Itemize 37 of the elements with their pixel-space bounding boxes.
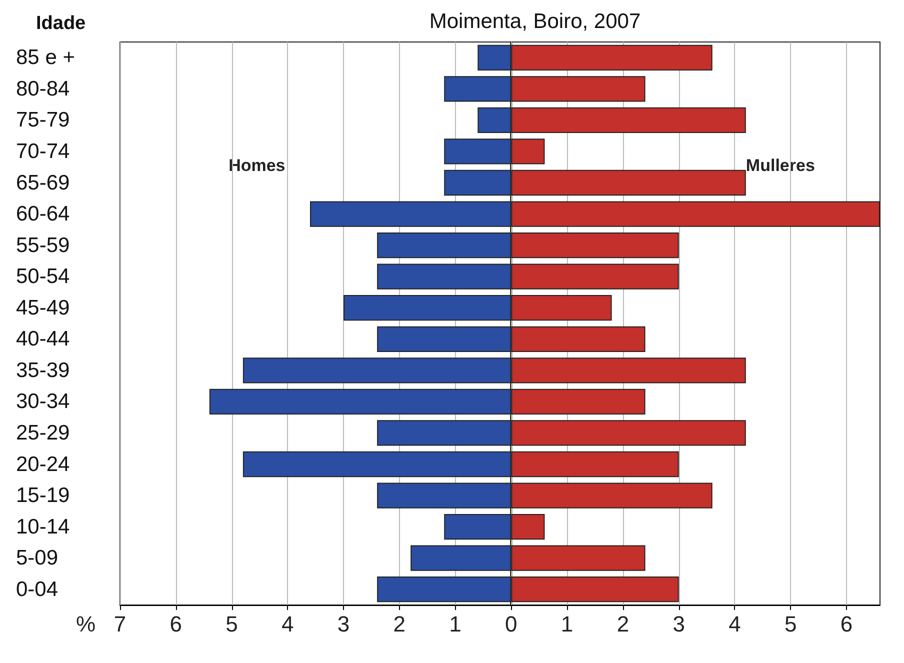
y-tick-label: 20-24 bbox=[16, 452, 70, 476]
x-tick-label: 3 bbox=[337, 612, 350, 636]
x-tick-label: 2 bbox=[393, 612, 406, 636]
x-tick-label: 2 bbox=[616, 612, 630, 636]
y-tick-label: 10-14 bbox=[16, 515, 70, 538]
x-tick-label: 5 bbox=[784, 612, 797, 636]
y-tick-label: 40-44 bbox=[16, 328, 70, 351]
y-tick-label: 60-64 bbox=[16, 202, 70, 226]
x-axis-title: % bbox=[76, 612, 96, 636]
y-axis-title: Idade bbox=[36, 13, 86, 34]
chart-title: Moimenta, Boiro, 2007 bbox=[429, 10, 641, 33]
y-tick-label: 0-04 bbox=[16, 578, 58, 601]
y-tick-label: 75-79 bbox=[16, 108, 70, 132]
text: Homes bbox=[228, 156, 286, 175]
y-tick-label: 45-49 bbox=[16, 296, 70, 320]
x-tick-label: 1 bbox=[449, 612, 462, 636]
y-tick-label: 5-09 bbox=[16, 546, 58, 570]
x-tick-label: 0 bbox=[505, 612, 518, 636]
x-tick-label: 6 bbox=[170, 612, 182, 636]
y-tick-label: 70-74 bbox=[16, 140, 70, 163]
series-label: Mulleres bbox=[746, 156, 815, 175]
y-tick-label: 80-84 bbox=[16, 77, 70, 100]
x-tick-label: 6 bbox=[840, 612, 853, 636]
y-tick-label: 35-39 bbox=[16, 358, 70, 382]
y-tick-label: 65-69 bbox=[16, 171, 70, 194]
x-tick-label: 5 bbox=[226, 612, 238, 636]
y-tick-label: 30-34 bbox=[16, 390, 70, 414]
x-tick-label: 4 bbox=[728, 612, 741, 636]
x-tick-label: 1 bbox=[560, 612, 574, 636]
y-tick-label: 50-54 bbox=[16, 265, 70, 288]
x-tick-label: 4 bbox=[282, 612, 294, 636]
y-tick-label: 15-19 bbox=[16, 484, 70, 508]
x-tick-label: 7 bbox=[114, 612, 126, 636]
y-tick-label: 85 e + bbox=[16, 46, 75, 70]
y-tick-label: 25-29 bbox=[16, 421, 70, 444]
x-tick-label: 3 bbox=[672, 612, 685, 636]
y-tick-label: 55-59 bbox=[16, 234, 70, 257]
